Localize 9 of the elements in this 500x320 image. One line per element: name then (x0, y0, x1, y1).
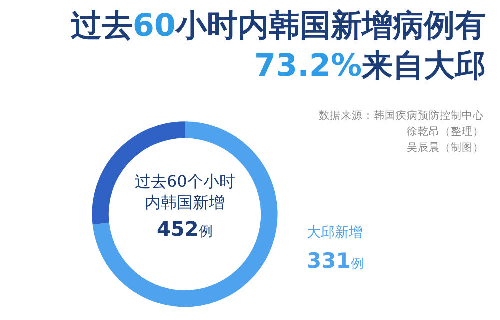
text: 徐乾昂（整理） (407, 126, 484, 138)
source-note: 数据来源：韩国疾病预防控制中心 (319, 110, 484, 122)
text: 过去60个小时内韩国新增 (135, 172, 236, 212)
data-label: 331例 (307, 249, 364, 273)
donut-slice (92, 122, 278, 308)
text: 452例 (157, 217, 213, 241)
text: 吴辰晨（制图） (407, 142, 484, 154)
slice-label: 大邱新增 (307, 225, 363, 241)
chart-title: 过去60小时内韩国新增病例有73.2%来自大邱 (70, 7, 486, 86)
